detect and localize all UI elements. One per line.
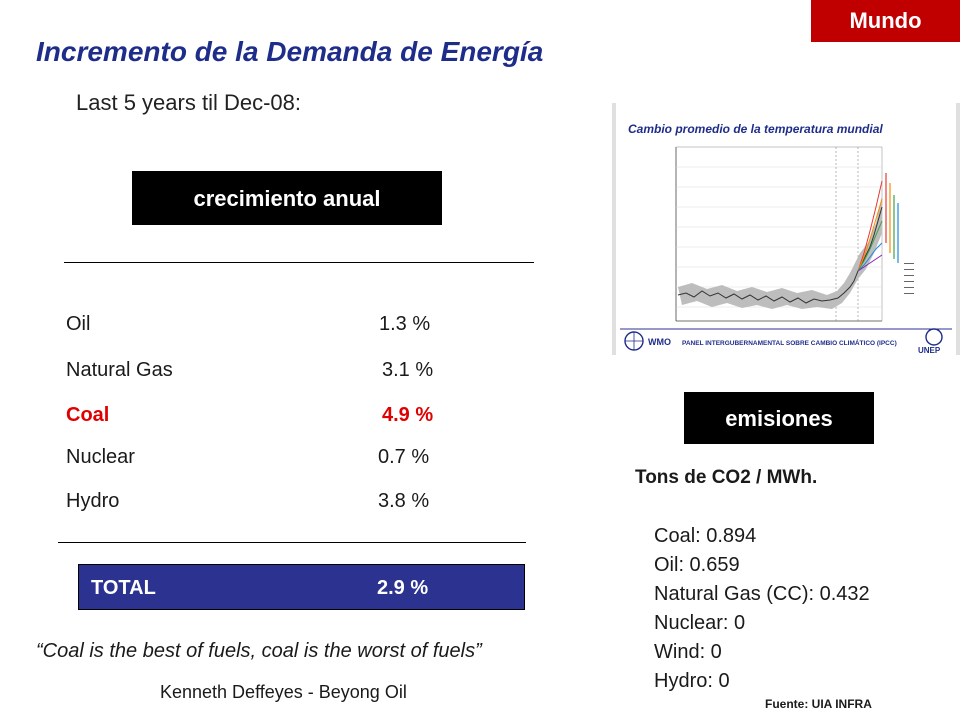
- emissions-list: Coal: 0.894 Oil: 0.659 Natural Gas (CC):…: [654, 522, 870, 696]
- emissions-item: Wind: 0: [654, 641, 722, 663]
- figure-title: Cambio promedio de la temperatura mundia…: [628, 122, 883, 136]
- growth-heading: crecimiento anual: [132, 171, 442, 225]
- growth-row-value: 0.7 %: [378, 446, 430, 468]
- divider-bottom: [58, 542, 526, 543]
- source-note: Fuente: UIA INFRA: [765, 697, 872, 711]
- divider-top: [64, 262, 534, 263]
- figure-footer: PANEL INTERGUBERNAMENTAL SOBRE CAMBIO CL…: [682, 338, 897, 347]
- growth-row-oil: Oil 1.3 %: [66, 313, 430, 336]
- total-label: TOTAL: [91, 577, 156, 599]
- emissions-heading: emisiones: [684, 392, 874, 444]
- emissions-item: Natural Gas (CC): 0.432: [654, 583, 870, 605]
- total-value: 2.9 %: [377, 577, 429, 599]
- temperature-chart-image: Cambio promedio de la temperatura mundia…: [612, 103, 960, 355]
- growth-row-name: Nuclear: [66, 446, 135, 468]
- emissions-unit: Tons de CO2 / MWh.: [635, 467, 818, 488]
- page-title: Incremento de la Demanda de Energía: [36, 36, 544, 67]
- temperature-chart-figure: Cambio promedio de la temperatura mundia…: [612, 103, 960, 355]
- growth-row-value: 1.3 %: [379, 313, 431, 335]
- emissions-item: Nuclear: 0: [654, 612, 746, 634]
- svg-text:WMO: WMO: [648, 337, 671, 347]
- total-box: TOTAL 2.9 %: [78, 564, 525, 610]
- unep-logo: UNEP: [918, 328, 943, 355]
- growth-row-name: Hydro: [66, 490, 120, 512]
- growth-row-name: Oil: [66, 313, 91, 335]
- emissions-item: Coal: 0.894: [654, 525, 757, 547]
- growth-row-value: 4.9 %: [382, 404, 434, 426]
- region-badge: Mundo: [811, 0, 960, 42]
- growth-row-value: 3.1 %: [382, 359, 434, 381]
- growth-row-value: 3.8 %: [378, 490, 430, 512]
- growth-row-natural-gas: Natural Gas 3.1 %: [66, 359, 433, 382]
- period-subtitle: Last 5 years til Dec-08:: [76, 90, 301, 115]
- quote: “Coal is the best of fuels, coal is the …: [36, 640, 482, 662]
- wmo-logo: WMO: [624, 331, 671, 351]
- emissions-item: Oil: 0.659: [654, 554, 740, 576]
- quote-author: Kenneth Deffeyes - Beyong Oil: [160, 682, 407, 702]
- growth-row-nuclear: Nuclear 0.7 %: [66, 446, 429, 469]
- emissions-item: Hydro: 0: [654, 670, 730, 692]
- growth-row-name: Natural Gas: [66, 359, 173, 381]
- growth-row-name: Coal: [66, 404, 110, 426]
- svg-text:UNEP: UNEP: [918, 346, 941, 355]
- growth-row-coal: Coal 4.9 %: [66, 404, 433, 427]
- growth-row-hydro: Hydro 3.8 %: [66, 490, 429, 513]
